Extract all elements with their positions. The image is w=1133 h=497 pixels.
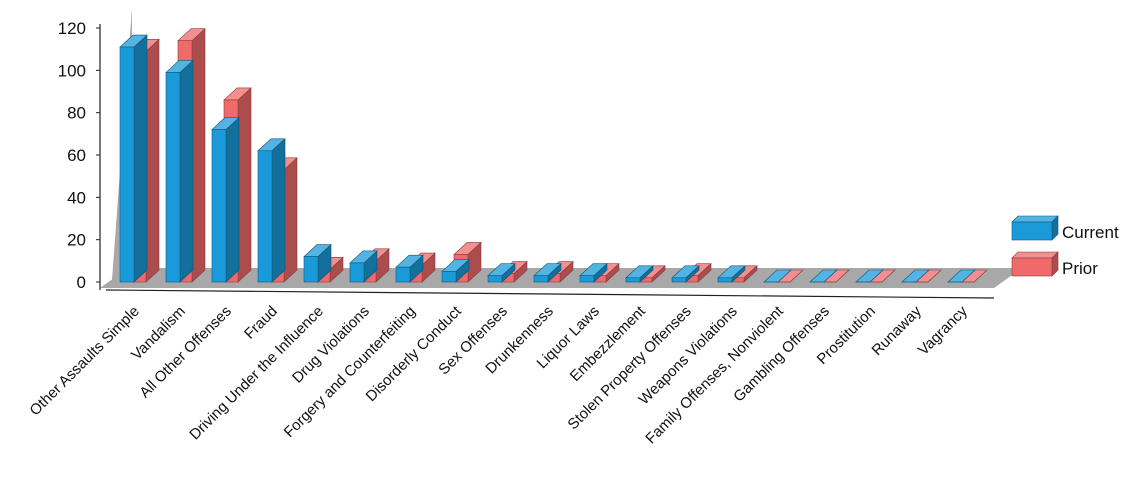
x-tick-label: Vagrancy [915,302,971,358]
bar-current [395,254,424,283]
bar-current [855,269,884,283]
legend-label: Current [1062,223,1119,242]
bar-prior [867,269,896,283]
bar-current [625,265,654,283]
bar-current [303,243,332,283]
x-tick-label: Fraud [241,303,281,343]
legend: Current Prior [1011,215,1119,278]
bar-current [947,269,976,283]
bar-current [119,34,148,283]
bar-current [533,262,562,283]
bar-current [901,269,930,283]
bar-current [441,258,470,283]
bar-current [717,265,746,283]
bar-current [349,250,378,283]
legend-swatch [1011,257,1053,277]
bar-current [671,265,700,283]
bar-current [579,262,608,283]
y-tick-label: 100 [58,61,86,80]
y-tick-label: 20 [67,231,86,250]
legend-swatch [1011,221,1053,241]
y-tick-label: 0 [77,273,86,292]
bar-prior [913,269,942,283]
y-tick-label: 40 [67,188,86,207]
y-tick-label: 80 [67,104,86,123]
bar-current [809,269,838,283]
bar-current [165,59,194,283]
bar-current [211,116,240,283]
bar-current [487,262,516,283]
bars [119,28,988,283]
legend-item-prior: Prior [1011,251,1098,278]
y-axis: 0 20 40 60 80 100 120 [58,19,101,292]
legend-label: Prior [1062,259,1098,278]
legend-item-current: Current [1011,215,1119,242]
x-axis-line [105,289,995,299]
y-tick-label: 60 [67,146,86,165]
x-tick-label: Other Assaults Simple [26,303,142,419]
bar-current [257,138,286,283]
x-tick-label: Runaway [869,302,926,359]
bar-current [763,269,792,283]
y-tick-label: 120 [58,19,86,38]
